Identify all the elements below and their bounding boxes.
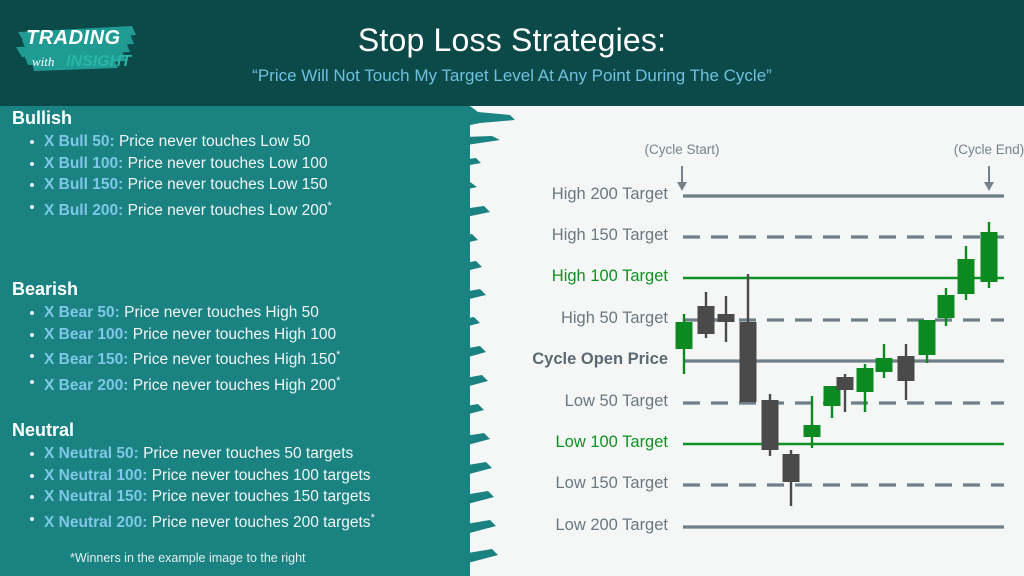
item-label: X Bear 150: bbox=[44, 351, 129, 369]
candle-body bbox=[957, 259, 975, 294]
item-label: X Bull 200: bbox=[44, 201, 124, 219]
candle-body bbox=[782, 454, 800, 482]
item-label: X Neutral 50: bbox=[44, 445, 139, 462]
list-item: X Neutral 50: Price never touches 50 tar… bbox=[30, 443, 420, 465]
item-label: X Bull 50: bbox=[44, 133, 115, 150]
section-title: Neutral bbox=[12, 420, 75, 440]
candle-body bbox=[697, 306, 715, 334]
candle-body bbox=[937, 295, 955, 318]
page-title: Stop Loss Strategies: bbox=[357, 22, 667, 58]
list-item: X Bull 200: Price never touches Low 200* bbox=[30, 196, 420, 222]
section-bearish: Bearish X Bear 50: Price never touches H… bbox=[10, 279, 420, 396]
section-bullish: Bullish X Bull 50: Price never touches L… bbox=[10, 108, 420, 221]
item-text: Price never touches High 100 bbox=[132, 325, 337, 343]
list-item: X Neutral 150: Price never touches 150 t… bbox=[30, 486, 420, 508]
candle-body bbox=[856, 368, 874, 392]
item-text: Price never touches 150 targets bbox=[151, 488, 371, 505]
logo-icon: TRADING with INSIGHT bbox=[16, 26, 136, 71]
list-item: X Neutral 100: Price never touches 100 t… bbox=[30, 465, 420, 487]
item-label: X Bear 200: bbox=[44, 376, 129, 394]
item-text: Price never touches High 200 bbox=[132, 376, 337, 394]
level-label: Low 50 Target bbox=[564, 392, 668, 410]
candle-body bbox=[717, 314, 735, 322]
candle-body bbox=[761, 400, 779, 450]
item-text: Price never touches High 50 bbox=[124, 304, 319, 321]
item-label: X Bear 100: bbox=[44, 325, 129, 343]
item-star: * bbox=[370, 511, 375, 524]
candle-body bbox=[675, 322, 693, 349]
item-label: X Bear 50: bbox=[44, 304, 120, 321]
section-items: X Bull 50: Price never touches Low 50* X… bbox=[10, 131, 420, 221]
item-star: * bbox=[336, 349, 341, 361]
candle-body bbox=[918, 320, 936, 355]
item-text: Price never touches Low 150 bbox=[127, 176, 328, 193]
item-text: Price never touches 200 targets bbox=[151, 513, 371, 531]
cycle-arrow-head-icon bbox=[677, 182, 687, 191]
item-label: X Bull 100: bbox=[44, 154, 124, 172]
level-label: Cycle Open Price bbox=[532, 350, 668, 368]
section-neutral: Neutral X Neutral 50: Price never touche… bbox=[10, 420, 420, 533]
chart-panel: High 200 Target High 150 Target High 100 T… bbox=[470, 106, 1024, 576]
item-text: Price never touches Low 100 bbox=[127, 154, 328, 172]
footnote: *Winners in the example image to the rig… bbox=[70, 551, 306, 565]
level-label: High 200 Target bbox=[551, 185, 668, 203]
item-star: * bbox=[327, 199, 332, 212]
cycle-arrow-head-icon bbox=[984, 182, 994, 191]
level-label: Low 200 Target bbox=[555, 516, 668, 534]
list-item: X Bull 150: Price never touches Low 150* bbox=[30, 174, 420, 196]
section-items: X Bear 50: Price never touches High 50* … bbox=[10, 302, 420, 396]
logo-trading-text: TRADING bbox=[26, 27, 121, 49]
item-text: Price never touches Low 50 bbox=[118, 133, 311, 150]
item-label: X Neutral 150: bbox=[44, 488, 148, 505]
item-text: Price never touches Low 200 bbox=[127, 201, 328, 219]
section-items: X Neutral 50: Price never touches 50 tar… bbox=[10, 443, 420, 533]
strategy-list-content: Bullish X Bull 50: Price never touches L… bbox=[0, 106, 420, 576]
item-label: X Bull 150: bbox=[44, 176, 124, 193]
candle-body bbox=[875, 358, 893, 372]
item-star: * bbox=[336, 374, 341, 387]
section-title: Bullish bbox=[12, 108, 73, 128]
candle-body bbox=[897, 356, 915, 381]
item-text: Price never touches High 150 bbox=[132, 351, 337, 369]
level-label: High 150 Target bbox=[551, 226, 668, 244]
candle-body bbox=[739, 322, 757, 402]
list-item: X Bull 100: Price never touches Low 100* bbox=[30, 153, 420, 175]
brush-stroke-edge bbox=[360, 106, 515, 576]
list-item: X Bear 100: Price never touches High 100… bbox=[30, 324, 420, 346]
item-label: X Neutral 100: bbox=[44, 466, 148, 484]
brand-logo[interactable]: TRADING with INSIGHT bbox=[14, 16, 142, 78]
list-item: X Bull 50: Price never touches Low 50* bbox=[30, 131, 420, 153]
item-text: Price never touches 50 targets bbox=[143, 445, 354, 462]
list-item: X Bear 50: Price never touches High 50* bbox=[30, 302, 420, 324]
candle-body bbox=[803, 425, 821, 437]
list-item: X Neutral 200: Price never touches 200 t… bbox=[30, 508, 420, 534]
candlestick-chart bbox=[675, 166, 1004, 529]
logo-with-text: with bbox=[32, 54, 54, 69]
header-bar: Stop Loss Strategies: “Price Will Not To… bbox=[0, 0, 1024, 106]
cycle-caption: (Cycle Start) bbox=[644, 142, 720, 157]
logo-insight-text: INSIGHT bbox=[66, 53, 132, 70]
list-item: X Bear 150: Price never touches High 150… bbox=[30, 345, 420, 371]
cycle-caption: (Cycle End) bbox=[953, 142, 1024, 157]
list-item: X Bear 200: Price never touches High 200… bbox=[30, 371, 420, 397]
level-label: High 50 Target bbox=[560, 309, 668, 327]
level-label: High 100 Target bbox=[551, 267, 668, 285]
candle-body bbox=[823, 386, 841, 406]
section-title: Bearish bbox=[12, 279, 79, 299]
item-label: X Neutral 200: bbox=[44, 513, 148, 531]
candle-body bbox=[836, 377, 854, 390]
item-text: Price never touches 100 targets bbox=[151, 466, 371, 484]
page-subtitle: “Price Will Not Touch My Target Level At… bbox=[252, 66, 772, 85]
candle-body bbox=[980, 232, 998, 282]
level-label: Low 100 Target bbox=[555, 433, 668, 451]
level-label: Low 150 Target bbox=[555, 474, 668, 492]
